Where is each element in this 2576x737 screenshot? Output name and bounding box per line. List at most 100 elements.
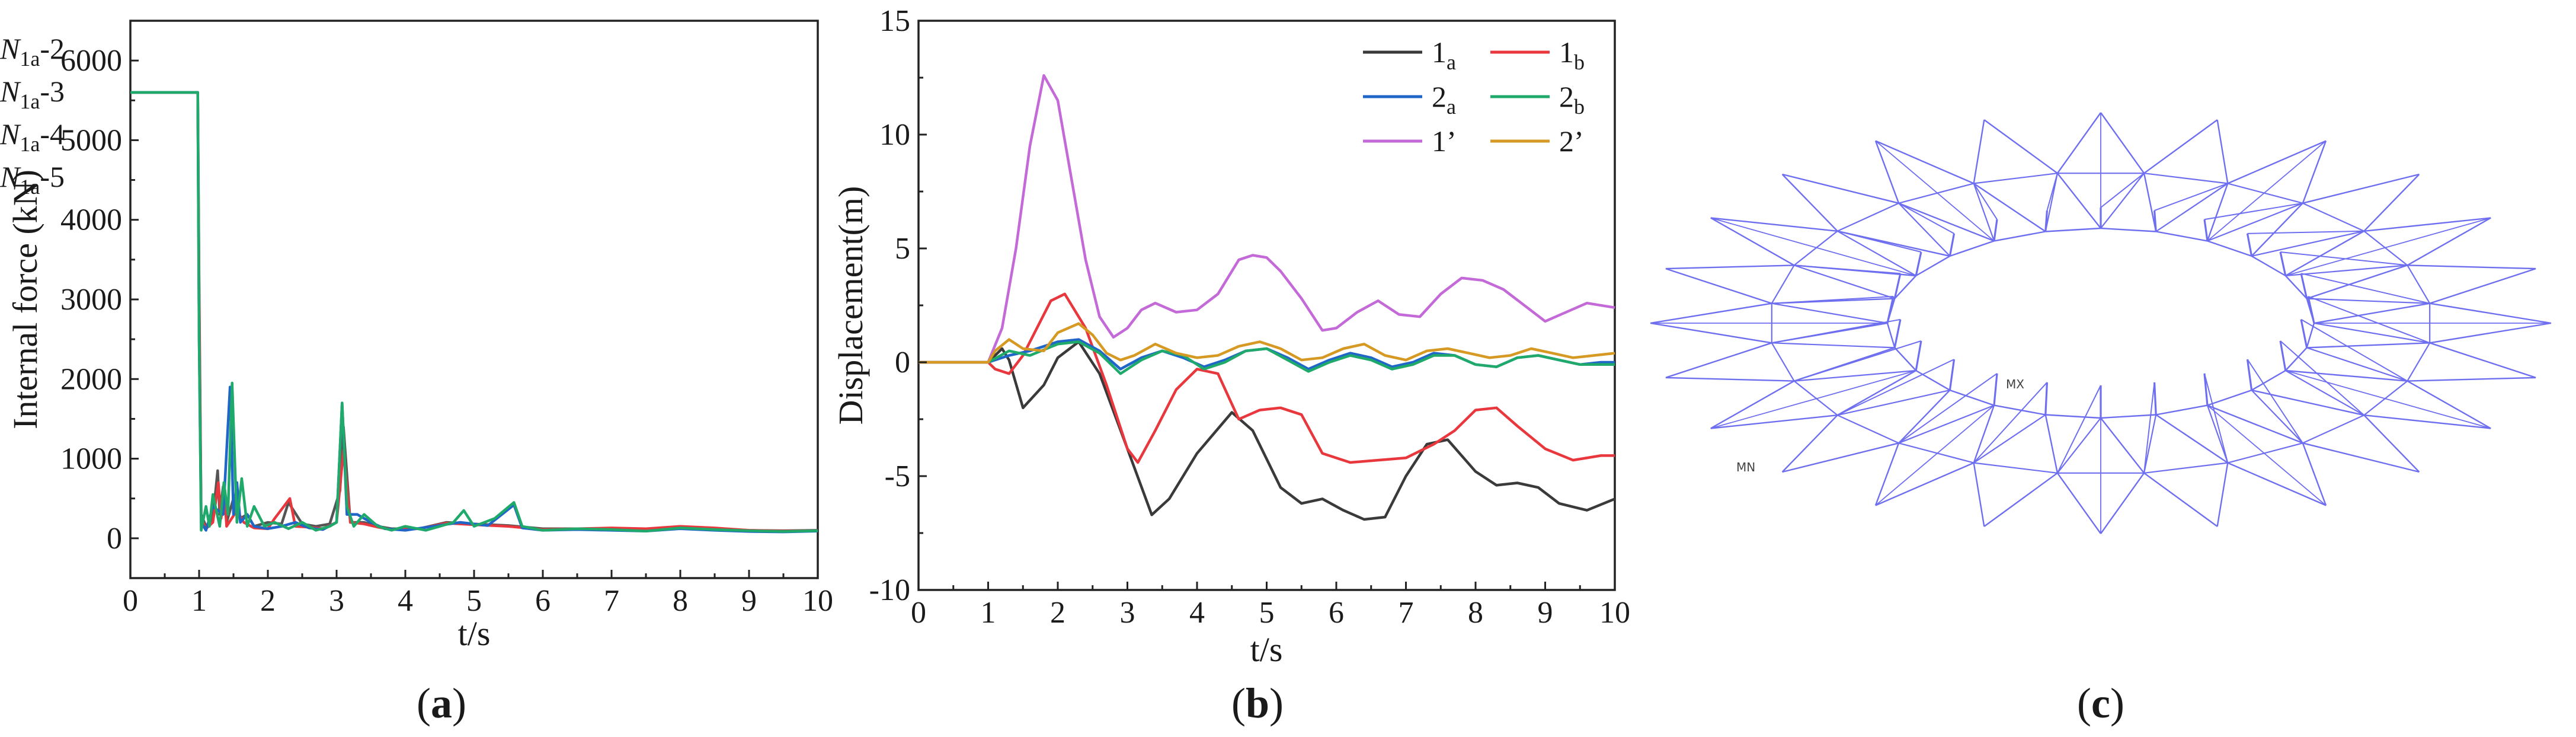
legend-entry: 1b bbox=[1559, 36, 1585, 74]
mid-ring-member bbox=[2228, 183, 2303, 204]
web-member bbox=[1837, 230, 1916, 276]
outer-member bbox=[2407, 380, 2491, 429]
strut-member bbox=[2203, 373, 2209, 406]
inner-ring-member bbox=[1993, 231, 2046, 242]
mid-ring-member bbox=[2302, 414, 2364, 444]
strut-member bbox=[2203, 219, 2209, 241]
cable-member bbox=[2204, 202, 2303, 221]
outer-member bbox=[2364, 414, 2491, 429]
panel-a-legend: N1a-2 N1a-3 N1a-4 N1a-5 bbox=[0, 32, 65, 199]
web-member bbox=[2207, 404, 2303, 444]
strut-member bbox=[1948, 233, 1956, 257]
outer-member bbox=[2227, 462, 2327, 506]
web-member bbox=[2155, 414, 2228, 464]
diagonal-member bbox=[2285, 217, 2491, 276]
diagonal-member bbox=[1875, 404, 1995, 506]
panel-b-frame bbox=[917, 20, 1616, 591]
legend-entry: 1’ bbox=[1432, 125, 1457, 158]
cable-member bbox=[2057, 385, 2101, 474]
web-member bbox=[2143, 414, 2157, 474]
inner-ring-member bbox=[2306, 298, 2315, 324]
outer-member bbox=[1710, 414, 1838, 429]
y-tick-label: 0 bbox=[107, 522, 122, 556]
outer-member bbox=[2407, 264, 2536, 270]
cable-member bbox=[2204, 373, 2229, 463]
outer-member bbox=[2216, 119, 2229, 184]
web-member bbox=[1771, 302, 1888, 324]
mid-ring-member bbox=[1793, 380, 1838, 416]
cable-member bbox=[1973, 183, 1998, 220]
y-tick-label: 3000 bbox=[60, 283, 122, 317]
outer-member bbox=[2364, 217, 2491, 232]
x-tick-label: 5 bbox=[466, 584, 482, 618]
legend-entry: 2a bbox=[1432, 80, 1456, 119]
web-member bbox=[2306, 342, 2430, 349]
strut-member bbox=[2153, 210, 2157, 232]
y-tick-label: 10 bbox=[879, 118, 910, 152]
web-member bbox=[2100, 173, 2145, 229]
outer-member bbox=[1781, 174, 1838, 232]
x-tick-label: 5 bbox=[1259, 596, 1275, 630]
x-tick-label: 3 bbox=[329, 584, 344, 618]
panel-b-x-label: t/s bbox=[1250, 630, 1283, 669]
inner-ring-member bbox=[2045, 414, 2101, 419]
diagonal-member bbox=[2207, 140, 2327, 242]
outer-member bbox=[2056, 112, 2101, 174]
strut-member bbox=[1915, 251, 1922, 276]
y-tick-label: 15 bbox=[879, 4, 910, 38]
mid-ring-member bbox=[1793, 230, 1838, 266]
inner-ring-member bbox=[2045, 227, 2101, 232]
outer-member bbox=[2430, 302, 2552, 324]
mid-ring-member bbox=[2363, 380, 2408, 416]
x-tick-label: 6 bbox=[535, 584, 551, 618]
strut-member bbox=[2044, 382, 2048, 415]
cable-member bbox=[2154, 183, 2228, 212]
web-member bbox=[1898, 390, 1951, 444]
x-tick-label: 6 bbox=[1329, 596, 1344, 630]
web-member bbox=[2306, 347, 2408, 382]
panel-a-series bbox=[130, 91, 818, 534]
strut-member bbox=[2044, 210, 2048, 232]
legend-entry: 2b bbox=[1559, 80, 1585, 119]
outer-member bbox=[2429, 267, 2536, 304]
web-member bbox=[2044, 173, 2058, 232]
inner-ring-member bbox=[2306, 323, 2315, 348]
outer-member bbox=[1710, 217, 1795, 266]
x-tick-label: 7 bbox=[1399, 596, 1414, 630]
inner-ring-member bbox=[1915, 369, 1951, 391]
web-member bbox=[1898, 202, 1951, 257]
outer-member bbox=[2363, 174, 2420, 232]
cable-member bbox=[1898, 373, 1998, 444]
mid-ring-member bbox=[2407, 342, 2431, 382]
cable-member bbox=[2280, 251, 2408, 266]
outer-member bbox=[1875, 462, 1975, 506]
cable-member bbox=[2247, 359, 2303, 444]
outer-member bbox=[2429, 342, 2536, 379]
web-member bbox=[2251, 390, 2303, 444]
panel-label-a: (a) bbox=[417, 679, 466, 727]
strut-member bbox=[1886, 296, 1895, 324]
inner-ring-member bbox=[1886, 323, 1896, 348]
web-member bbox=[2251, 230, 2364, 257]
panel-c-mn-label: MN bbox=[1736, 460, 1755, 474]
web-member bbox=[2306, 298, 2430, 304]
panel-a-y-ticks: 0 1000 2000 3000 4000 5000 6000 bbox=[60, 44, 139, 556]
web-member bbox=[1973, 414, 2046, 464]
web-member bbox=[2143, 173, 2157, 232]
outer-member bbox=[2363, 414, 2420, 473]
series-line-2 bbox=[919, 322, 1615, 364]
web-member bbox=[2206, 183, 2229, 241]
outer-member bbox=[1781, 414, 1838, 473]
web-member bbox=[1771, 342, 1895, 349]
panel-a-y-label: Internal force (kN) bbox=[6, 170, 44, 429]
y-tick-label: 5 bbox=[895, 232, 910, 266]
legend-entry: N1a-5 bbox=[0, 160, 65, 199]
mid-ring-member bbox=[2363, 230, 2408, 266]
web-member bbox=[2100, 417, 2145, 474]
series-line-N1a4 bbox=[130, 91, 818, 534]
inner-ring-member bbox=[2155, 231, 2208, 242]
web-member bbox=[2155, 183, 2228, 232]
strut-member bbox=[1993, 373, 1998, 406]
y-tick-label: -5 bbox=[885, 460, 910, 493]
